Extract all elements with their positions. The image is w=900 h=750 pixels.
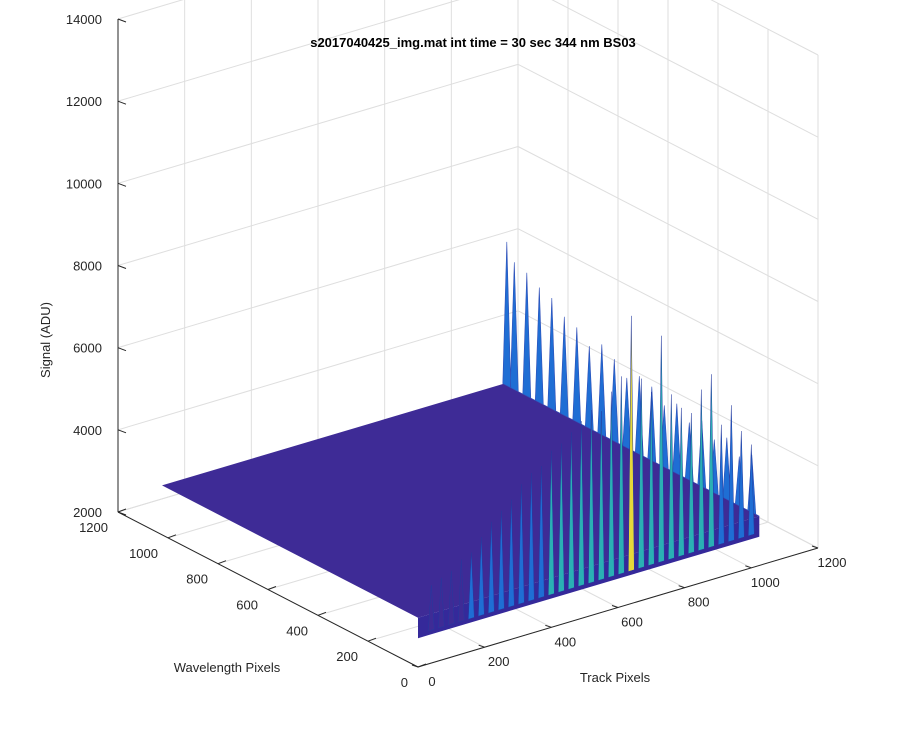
surface-peak xyxy=(708,374,715,549)
z-tick xyxy=(117,429,127,434)
x-tick-label: 200 xyxy=(488,654,510,669)
x-tick xyxy=(611,605,619,608)
grid-line-back-wall-horizontal xyxy=(117,146,519,266)
y-tick xyxy=(217,560,227,565)
y-tick xyxy=(417,663,427,668)
grid-line-back-wall-horizontal xyxy=(117,310,519,431)
y-tick-label: 1200 xyxy=(79,520,108,535)
surface-peak xyxy=(698,389,705,552)
surface-peak xyxy=(688,413,695,555)
labels-layer: 0200400600800100012000200400600800100012… xyxy=(66,12,847,690)
surface-peak xyxy=(438,577,445,629)
x-tick xyxy=(745,565,752,569)
z-tick-label: 10000 xyxy=(66,176,102,191)
x-tick-label: 1000 xyxy=(751,575,780,590)
x-tick-label: 0 xyxy=(428,674,435,689)
z-tick xyxy=(117,100,127,105)
grid-line-side-wall-horizontal xyxy=(517,310,819,467)
surface-peak xyxy=(498,510,505,611)
surface-peak xyxy=(738,431,745,540)
grid-line-side-wall-horizontal xyxy=(517,146,819,302)
y-tick-label: 800 xyxy=(186,572,208,587)
surface-peak xyxy=(598,411,605,581)
grid-line-back-wall-horizontal xyxy=(117,0,460,102)
z-tick-label: 4000 xyxy=(73,423,102,438)
surface-peak xyxy=(638,378,645,569)
surface-peak xyxy=(428,584,435,632)
surface-peak xyxy=(668,394,675,561)
surface-peak xyxy=(748,444,755,537)
y-tick xyxy=(117,508,127,513)
y-tick-label: 1000 xyxy=(129,546,158,561)
x-tick-label: 400 xyxy=(554,634,576,649)
y-tick xyxy=(367,637,377,642)
y-tick xyxy=(167,534,177,539)
surface-peak xyxy=(728,405,735,543)
z-tick xyxy=(117,182,127,187)
z-tick xyxy=(117,265,127,269)
surface-peak xyxy=(518,484,525,605)
z-tick xyxy=(117,347,127,352)
z-tick-label: 6000 xyxy=(73,341,102,356)
surface-peak xyxy=(648,392,655,566)
z-tick xyxy=(117,18,127,23)
z-axis-title: Signal (ADU) xyxy=(38,302,53,378)
surface-peak xyxy=(548,450,555,596)
chart-title: s2017040425_img.mat int time = 30 sec 34… xyxy=(310,35,636,50)
z-tick-label: 14000 xyxy=(66,12,102,27)
surface-peak xyxy=(448,570,455,626)
surface-peak xyxy=(488,521,495,614)
surface-peak xyxy=(618,376,625,575)
x-tick-label: 1200 xyxy=(818,555,847,570)
surface-peak xyxy=(718,424,725,546)
surface-layer xyxy=(162,241,760,639)
surface-peak xyxy=(628,315,635,572)
z-tick xyxy=(117,511,127,516)
x-tick xyxy=(411,664,419,668)
surface-peak xyxy=(458,559,465,623)
y-axis-title: Wavelength Pixels xyxy=(174,660,281,675)
grid-line-side-wall-horizontal xyxy=(710,0,819,56)
surface-peak xyxy=(508,499,515,608)
grid-line-side-wall-horizontal xyxy=(517,63,819,220)
surface-peak xyxy=(538,465,545,599)
z-tick-label: 8000 xyxy=(73,259,102,274)
y-tick xyxy=(267,586,277,590)
surface-peak xyxy=(608,391,615,578)
y-tick-label: 600 xyxy=(236,598,258,613)
surface-peak xyxy=(678,407,685,558)
surface-peak xyxy=(588,409,595,584)
z-tick-label: 12000 xyxy=(66,94,102,109)
x-tick xyxy=(811,545,819,549)
x-tick-label: 600 xyxy=(621,615,643,630)
y-tick xyxy=(317,611,327,616)
surface-peak xyxy=(658,335,665,563)
y-tick-label: 0 xyxy=(401,675,408,690)
y-tick-label: 200 xyxy=(336,649,358,664)
grid-line-side-wall-horizontal xyxy=(551,0,819,138)
x-tick xyxy=(478,644,485,648)
surface-back-ridge xyxy=(502,241,760,517)
surface-peak xyxy=(578,421,585,587)
surface-peak xyxy=(568,432,575,590)
axes-layer xyxy=(117,18,819,668)
x-tick xyxy=(545,624,552,628)
grid-line-back-wall-horizontal xyxy=(117,63,519,184)
x-tick-label: 800 xyxy=(688,595,710,610)
y-tick-label: 400 xyxy=(286,623,308,638)
grid-line-back-wall-horizontal xyxy=(117,228,519,349)
x-axis-title: Track Pixels xyxy=(580,670,651,685)
surface-peak xyxy=(478,537,485,617)
grid-line-side-wall-horizontal xyxy=(517,228,819,385)
x-tick xyxy=(678,585,685,589)
surface-peak xyxy=(468,552,475,620)
surface-peak xyxy=(528,473,535,602)
surface-peak xyxy=(558,443,565,593)
z-tick-label: 2000 xyxy=(73,505,102,520)
